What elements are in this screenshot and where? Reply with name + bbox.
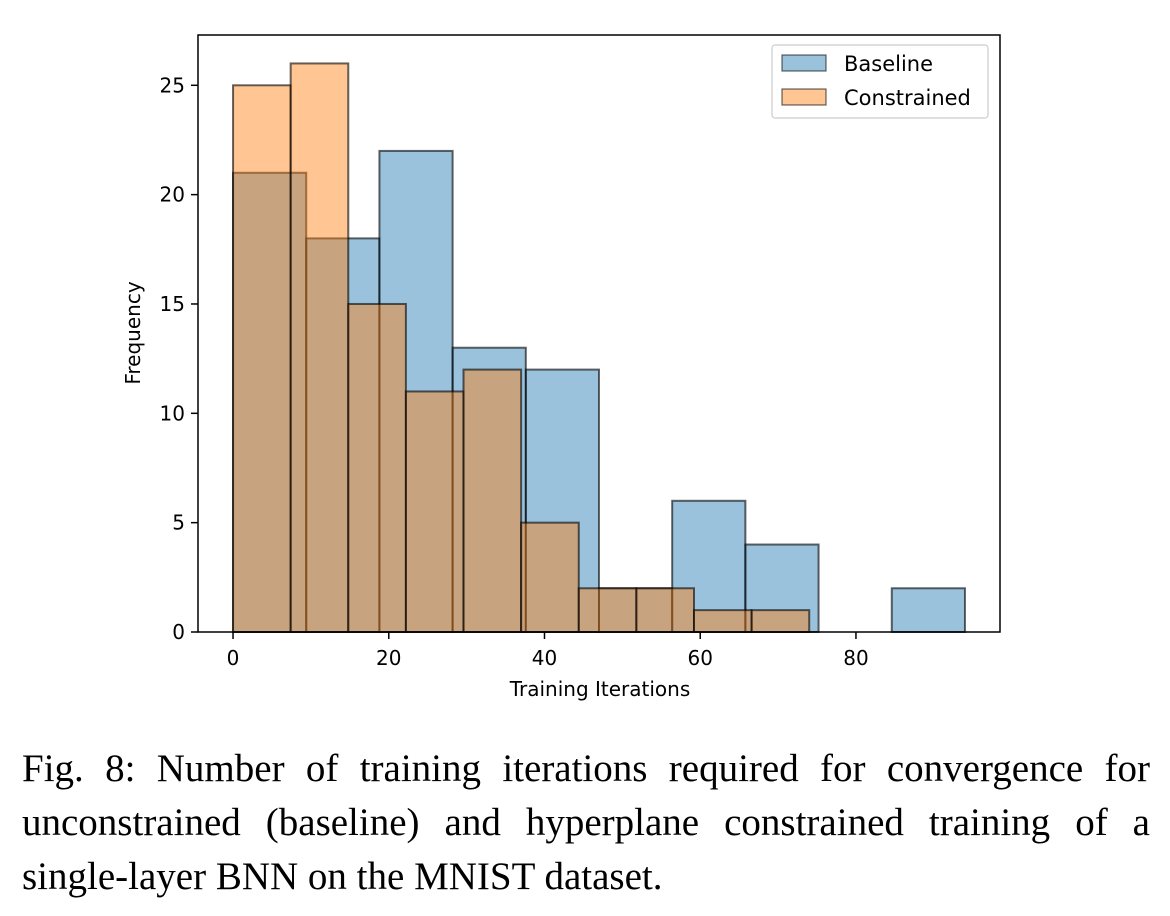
bar-constrained-2	[347, 302, 407, 633]
bars-layer	[232, 62, 966, 634]
x-tick-label: 40	[532, 646, 557, 670]
bar-baseline-0	[232, 171, 308, 633]
bar-constrained-9	[750, 609, 811, 634]
y-tick-label: 20	[160, 183, 185, 207]
figure-caption: Fig. 8: Number of training iterations re…	[22, 747, 1150, 898]
y-tick-label: 5	[172, 511, 185, 535]
y-axis-label: Frequency	[121, 281, 145, 384]
y-tick-label: 10	[160, 401, 185, 425]
bar-constrained-1	[289, 62, 350, 633]
legend-label-baseline: Baseline	[844, 52, 933, 76]
x-tick-label: 20	[376, 646, 401, 670]
y-tick-label: 25	[160, 73, 185, 97]
legend-swatch-baseline	[781, 54, 827, 72]
bar-constrained-0	[232, 84, 292, 634]
y-axis: 0 5 10 15 20 25	[160, 73, 198, 644]
x-tick-label: 0	[227, 646, 240, 670]
x-axis: 0 20 40 60 80	[227, 632, 869, 670]
bar-constrained-5	[520, 521, 580, 634]
y-tick-label: 0	[172, 620, 185, 644]
bar-constrained-4	[462, 368, 523, 633]
legend-swatch-constrained	[781, 88, 827, 106]
x-axis-label: Training Iterations	[509, 677, 691, 701]
bar-baseline-9	[890, 587, 966, 633]
x-tick-label: 60	[687, 646, 712, 670]
series-constrained	[232, 62, 811, 634]
legend-label-constrained: Constrained	[844, 86, 971, 110]
bar-constrained-3	[404, 390, 465, 634]
legend: Baseline Constrained	[771, 44, 989, 119]
bar-baseline-7	[744, 543, 820, 633]
x-tick-label: 80	[843, 646, 868, 670]
plot-frame	[197, 34, 1001, 633]
histogram-chart: 0 20 40 60 80 0 5 10 15 20 25 Training Iterations…	[121, 34, 1001, 701]
bar-constrained-7	[635, 587, 695, 633]
bar-constrained-8	[692, 609, 753, 634]
y-tick-label: 15	[160, 292, 185, 316]
bar-constrained-6	[577, 587, 638, 633]
